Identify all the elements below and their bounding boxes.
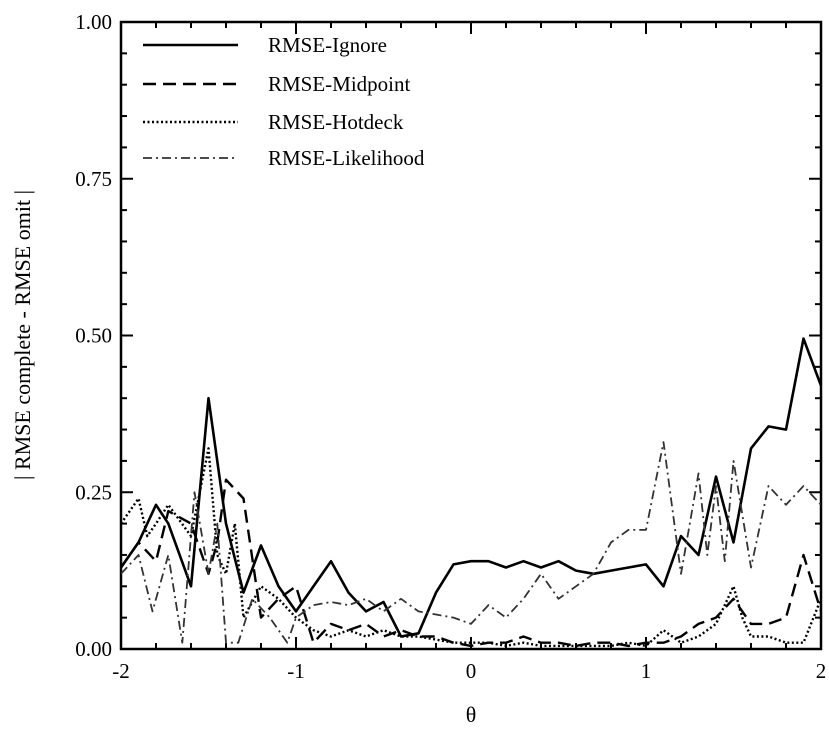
series-line-rmse-hotdeck [121, 447, 821, 648]
legend-label: RMSE-Ignore [268, 33, 387, 57]
series-line-rmse-midpoint [121, 478, 821, 648]
legend-label: RMSE-Hotdeck [268, 110, 404, 134]
series-line-rmse-likelihood [121, 441, 821, 644]
x-tick-label: 1 [641, 659, 652, 683]
axis-ticks [120, 21, 822, 650]
y-tick-label: 1.00 [75, 10, 112, 34]
x-tick-label: 2 [816, 659, 827, 683]
y-axis-tick-labels: 0.00 0.25 0.50 0.75 1.00 [75, 10, 112, 661]
legend-label: RMSE-Midpoint [268, 72, 411, 96]
x-axis-tick-labels: -2 -1 0 1 2 [112, 659, 826, 683]
legend-label: RMSE-Likelihood [268, 146, 425, 170]
legend: RMSE-Ignore RMSE-Midpoint RMSE-Hotdeck RMSE… [143, 33, 425, 170]
plot-frame [119, 20, 823, 651]
y-tick-label: 0.25 [75, 480, 112, 504]
series-lines [121, 337, 821, 648]
x-tick-label: 0 [466, 659, 477, 683]
y-axis-label: | RMSE complete - RMSE omit | [10, 190, 35, 480]
x-tick-label: -1 [287, 659, 305, 683]
x-axis-label: θ [466, 702, 477, 727]
x-tick-label: -2 [112, 659, 130, 683]
y-tick-label: 0.50 [75, 324, 112, 348]
y-tick-label: 0.75 [75, 167, 112, 191]
y-tick-label: 0.00 [75, 637, 112, 661]
